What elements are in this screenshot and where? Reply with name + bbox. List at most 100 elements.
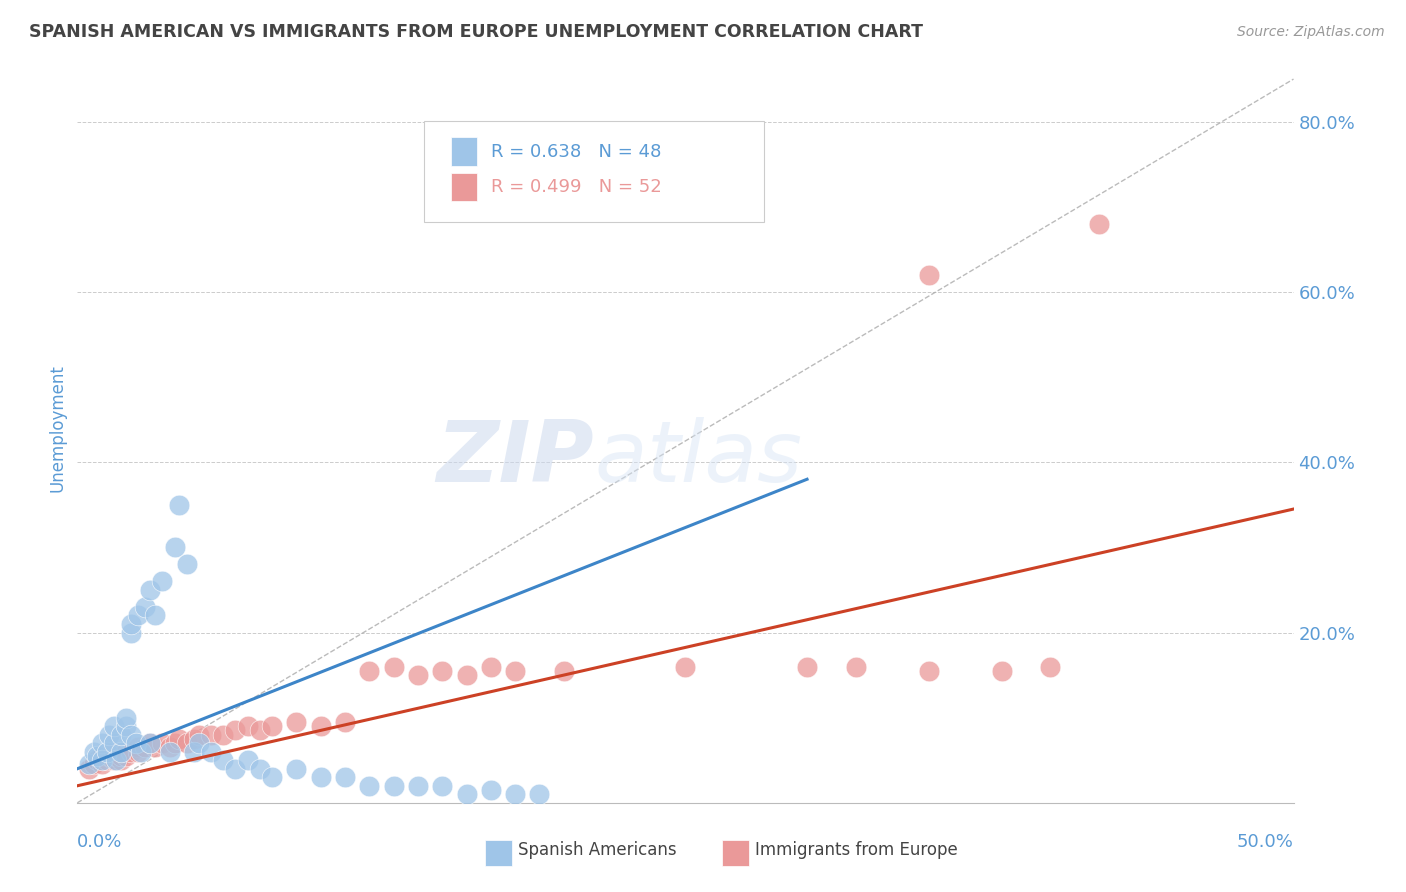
Point	[169, 731, 191, 746]
Point	[127, 745, 149, 759]
Point	[120, 617, 142, 632]
Point	[159, 740, 181, 755]
Point	[163, 541, 186, 555]
Point	[479, 783, 502, 797]
Point	[163, 736, 186, 750]
Point	[236, 719, 259, 733]
Point	[918, 664, 941, 678]
Text: Source: ZipAtlas.com: Source: ZipAtlas.com	[1237, 25, 1385, 39]
Bar	[485, 840, 512, 866]
Point	[139, 736, 162, 750]
Point	[120, 625, 142, 640]
Point	[103, 719, 125, 733]
Point	[183, 731, 205, 746]
Point	[224, 723, 246, 738]
Point	[86, 749, 108, 764]
Point	[120, 745, 142, 759]
Point	[309, 770, 332, 784]
Point	[139, 736, 162, 750]
Point	[236, 753, 259, 767]
Point	[129, 745, 152, 759]
Text: atlas: atlas	[595, 417, 803, 500]
Point	[103, 753, 125, 767]
Point	[176, 736, 198, 750]
Point	[675, 659, 697, 673]
Point	[139, 582, 162, 597]
Point	[309, 719, 332, 733]
Point	[127, 608, 149, 623]
Point	[90, 736, 112, 750]
Point	[260, 719, 283, 733]
Point	[110, 728, 132, 742]
Point	[382, 659, 405, 673]
Point	[382, 779, 405, 793]
Bar	[451, 137, 478, 166]
Point	[200, 745, 222, 759]
Point	[359, 779, 381, 793]
Point	[143, 740, 166, 755]
Point	[1039, 659, 1062, 673]
Point	[115, 719, 138, 733]
Point	[845, 659, 868, 673]
Point	[83, 745, 105, 759]
Point	[285, 714, 308, 729]
Point	[553, 664, 575, 678]
Point	[152, 574, 174, 589]
Point	[115, 711, 138, 725]
Point	[90, 753, 112, 767]
Point	[125, 736, 148, 750]
Point	[110, 745, 132, 759]
Point	[503, 787, 526, 801]
Point	[188, 728, 211, 742]
Point	[990, 664, 1012, 678]
FancyBboxPatch shape	[425, 121, 765, 222]
Point	[97, 728, 120, 742]
Point	[183, 745, 205, 759]
Point	[212, 728, 235, 742]
Text: R = 0.638   N = 48: R = 0.638 N = 48	[491, 143, 661, 161]
Text: R = 0.499   N = 52: R = 0.499 N = 52	[491, 178, 662, 196]
Text: Immigrants from Europe: Immigrants from Europe	[755, 841, 957, 859]
Point	[105, 749, 128, 764]
Point	[430, 664, 453, 678]
Text: 0.0%: 0.0%	[77, 833, 122, 851]
Point	[127, 740, 149, 755]
Point	[285, 762, 308, 776]
Point	[115, 745, 138, 759]
Point	[115, 749, 138, 764]
Point	[456, 668, 478, 682]
Point	[249, 723, 271, 738]
Point	[200, 728, 222, 742]
Point	[152, 736, 174, 750]
Text: 50.0%: 50.0%	[1237, 833, 1294, 851]
Text: SPANISH AMERICAN VS IMMIGRANTS FROM EUROPE UNEMPLOYMENT CORRELATION CHART: SPANISH AMERICAN VS IMMIGRANTS FROM EURO…	[28, 23, 922, 41]
Point	[503, 664, 526, 678]
Point	[249, 762, 271, 776]
Point	[359, 664, 381, 678]
Point	[918, 268, 941, 282]
Point	[134, 740, 156, 755]
Point	[110, 753, 132, 767]
Point	[169, 498, 191, 512]
Point	[1088, 217, 1111, 231]
Y-axis label: Unemployment: Unemployment	[48, 364, 66, 492]
Point	[430, 779, 453, 793]
Bar	[451, 173, 478, 201]
Point	[79, 762, 101, 776]
Point	[333, 714, 356, 729]
Point	[90, 749, 112, 764]
Point	[79, 757, 101, 772]
Point	[479, 659, 502, 673]
Point	[212, 753, 235, 767]
Point	[86, 753, 108, 767]
Point	[134, 599, 156, 614]
Point	[96, 753, 118, 767]
Point	[97, 749, 120, 764]
Point	[188, 736, 211, 750]
Point	[796, 659, 818, 673]
Point	[120, 728, 142, 742]
Point	[159, 745, 181, 759]
Point	[105, 753, 128, 767]
Bar	[721, 840, 748, 866]
Point	[96, 745, 118, 759]
